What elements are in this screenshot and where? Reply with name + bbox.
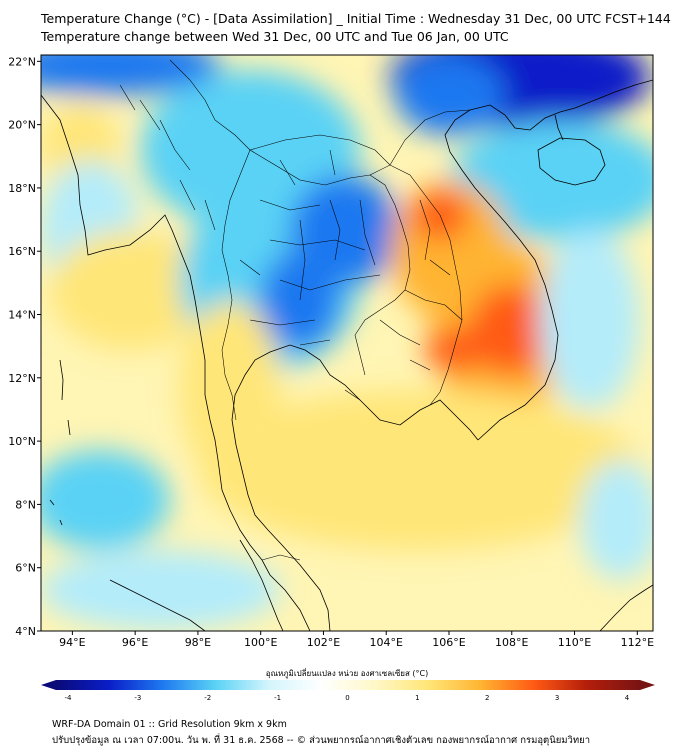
lon-tick-label: 94°E [59,636,85,649]
lat-tick-label: 4°N [15,625,36,638]
lat-tick-label: 14°N [8,309,36,322]
islands-nicobar [49,499,63,526]
colorbar-tick-label: -1 [274,694,281,702]
colorbar-tick-label: -3 [134,694,141,702]
lon-tick-label: 102°E [307,636,340,649]
islands-andaman [59,359,71,436]
colorbar-tick-label: -4 [65,694,73,702]
colorbar-tick-label: 0 [345,694,349,702]
colorbar-ticks: -4 -3 -2 -1 0 1 2 3 4 [65,694,630,702]
colorbar-high-extend [640,680,655,690]
province-lines [119,84,451,401]
border-thailand-laos [249,149,411,301]
lat-tick-label: 8°N [15,498,36,511]
country-borders [119,59,471,561]
border-cambodia-vietnam [429,319,463,406]
border-vietnam-china [389,109,471,166]
lat-tick-label: 22°N [8,55,36,68]
border-thailand-malaysia [261,554,301,561]
lat-tick-label: 16°N [8,245,36,258]
coastline-gulf-of-thailand [231,344,479,631]
coastline-leizhou [554,114,564,141]
coastline-vietnam [444,109,559,441]
model-info: WRF-DA Domain 01 :: Grid Resolution 9km … [52,719,287,730]
map-subtitle: Temperature change between Wed 31 Dec, 0… [41,29,509,44]
coastlines-and-borders [41,79,653,631]
latitude-axis: 22°N 20°N 18°N 16°N 14°N 12°N 10°N 8°N 6°N 4°N [8,55,41,638]
colorbar-tick-label: 3 [555,694,559,702]
coastline-sumatra [109,579,206,631]
lat-tick-label: 6°N [15,562,36,575]
colorbar-title: อุณหภูมิเปลี่ยนแปลง หน่วย องศาเซลเซียส (… [266,667,428,679]
colorbar [56,680,640,690]
colorbar-tick-label: 4 [625,694,630,702]
colorbar-tick-label: -2 [204,694,211,702]
credit-line: ปรับปรุงข้อมูล ณ เวลา 07:00น. วัน พ. ที่… [52,735,591,746]
colorbar-tick-label: 2 [485,694,489,702]
lon-tick-label: 96°E [122,636,148,649]
lon-tick-label: 100°E [244,636,277,649]
border-thailand-cambodia [354,299,396,376]
lon-tick-label: 98°E [185,636,211,649]
lon-tick-label: 106°E [432,636,465,649]
lat-tick-label: 12°N [8,372,36,385]
longitude-axis: 94°E 96°E 98°E 100°E 102°E 104°E 106°E 108°E 110… [59,631,654,649]
colorbar-low-extend [41,680,56,690]
lon-tick-label: 110°E [558,636,591,649]
temperature-field [41,55,653,631]
lon-tick-label: 108°E [495,636,528,649]
border-myanmar-china [169,59,251,151]
border-china-laos [249,134,391,166]
border-laos-vietnam [369,164,463,321]
island-hainan [537,137,606,186]
lat-tick-label: 20°N [8,119,36,132]
coastline-borneo [599,584,653,631]
lon-tick-label: 104°E [370,636,403,649]
border-laos-cambodia [404,289,463,321]
map-frame [40,54,654,632]
border-thailand-myanmar [221,149,251,421]
coastline-china [469,79,653,131]
coastline-myanmar [41,94,311,631]
colorbar-tick-label: 1 [415,694,419,702]
lon-tick-label: 112°E [621,636,654,649]
lat-tick-label: 18°N [8,182,36,195]
coastline-malay-west [239,539,284,631]
lat-tick-label: 10°N [8,435,36,448]
map-title: Temperature Change (°C) - [Data Assimila… [41,11,671,26]
